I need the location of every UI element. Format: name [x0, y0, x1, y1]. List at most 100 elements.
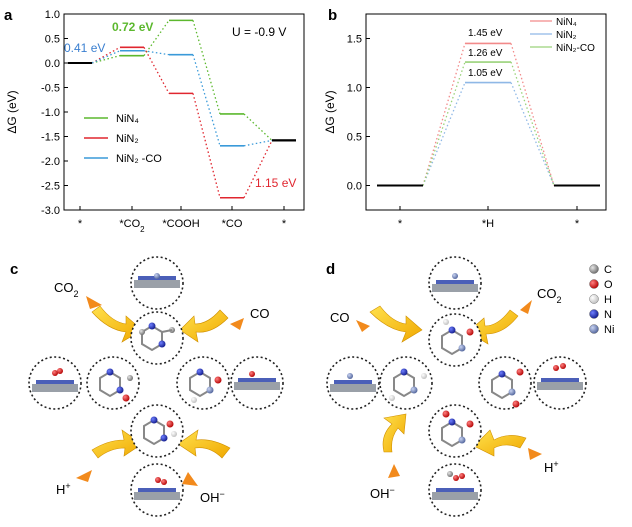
atom-label-h: H: [604, 294, 612, 306]
x-tick-label-co: *CO: [222, 218, 243, 230]
x-tick-label-star: *: [575, 218, 580, 230]
connector-nin2-co: [91, 50, 121, 64]
connector-nin2-co: [143, 50, 170, 56]
pointer-d-h-plus: [528, 448, 542, 460]
y-tick-label: 0.5: [45, 34, 60, 46]
atom-swatch-n: [589, 309, 599, 319]
y-tick-label: -1.0: [41, 107, 60, 119]
y-tick-label: -2.5: [41, 181, 60, 193]
structure-d-top-2: [428, 313, 482, 367]
atom-swatch-h: [589, 294, 599, 304]
connector-nin4: [143, 19, 170, 57]
structure-d-right: [478, 356, 532, 410]
y-tick-label: 1.0: [45, 9, 60, 21]
y-tick-label: -3.0: [41, 205, 60, 217]
pointer-d-co2: [520, 300, 532, 314]
panel-b-legend: NiN₄ NiN₂ NiN₂-CO: [530, 17, 595, 54]
connector-nin4: [422, 43, 466, 186]
y-tick-label: -1.5: [41, 132, 60, 144]
panel-b-frame: [365, 13, 607, 211]
x-tick-label-star: *: [78, 218, 83, 230]
panel-d: d CO2 CO H+ OH−: [326, 256, 587, 517]
atom-label-c: C: [604, 264, 612, 276]
structure-d-left-2: [379, 356, 433, 410]
pointer-d-co: [356, 320, 370, 332]
barrier-label-nin4: 0.72 eV: [112, 20, 153, 34]
structure-d-bottom: [428, 404, 482, 458]
panel-b-y-ticks: 1.5 1.0 0.5 0.0: [347, 34, 370, 193]
connector-nin2: [243, 140, 273, 199]
species-oh-minus-label: OH−: [200, 489, 225, 505]
x-tick-label-star: *: [398, 218, 403, 230]
connector-nin2: [143, 47, 170, 94]
structure-c-top-2: [130, 311, 184, 365]
panel-a-plot-area: [68, 19, 296, 199]
barrier-label-b-nin4: 1.45 eV: [468, 28, 503, 39]
connector-nin2: [422, 82, 466, 186]
structure-c-right-2: [230, 356, 284, 410]
structure-c-bottom-2: [130, 463, 184, 517]
arrow-d-hydrogenation: [473, 429, 527, 457]
connector-nin2-co: [422, 61, 466, 186]
species-co2-label: CO2: [54, 280, 79, 299]
y-tick-label: 1.0: [347, 83, 362, 95]
pointer-h-plus: [76, 470, 92, 482]
panel-a-y-axis-label: ΔG (eV): [5, 90, 19, 133]
connector-nin2: [510, 82, 555, 186]
arrow-d-oh-release: [382, 413, 407, 453]
connector-nin2-co: [510, 61, 555, 186]
species-co-label: CO: [250, 306, 270, 321]
structure-c-bottom: [130, 404, 184, 458]
panel-c: c CO2 CO H+ OH−: [10, 256, 284, 517]
species-d-oh-minus-label: OH−: [370, 485, 395, 501]
barrier-label-nin2: 1.15 eV: [255, 176, 296, 190]
connector-nin4: [243, 113, 273, 141]
connector-nin4: [91, 55, 121, 64]
structure-d-right-2: [533, 356, 587, 410]
atom-label-n: N: [604, 309, 612, 321]
panel-b: b 1.5 1.0 0.5 0.0 * *H * ΔG (eV) NiN₄ NiN₂ Ni…: [323, 7, 607, 230]
pointer-co: [230, 318, 244, 330]
panel-c-label: c: [10, 261, 18, 278]
panel-a-x-ticks: * *CO2 *COOH *CO *: [78, 206, 287, 234]
x-tick-label-cooh: *COOH: [162, 218, 199, 230]
species-d-h-plus-label: H+: [544, 459, 559, 475]
pointer-oh-minus: [182, 472, 198, 486]
arrow-oh-release: [177, 429, 231, 459]
panel-a-y-ticks: 1.0 0.5 0.0 -0.5 -1.0 -1.5 -2.0 -2.5 -3.0: [41, 9, 68, 217]
structure-d-left: [326, 356, 380, 410]
arrow-co-desorption: [179, 309, 229, 343]
panel-b-label: b: [328, 7, 337, 24]
arrow-hydrogenation: [91, 429, 143, 459]
panel-a-potential-annotation: U = -0.9 V: [232, 25, 286, 39]
x-tick-label-star: *: [282, 218, 287, 230]
panel-b-y-axis-label: ΔG (eV): [323, 90, 337, 133]
y-tick-label: -2.0: [41, 156, 60, 168]
species-h-plus-label: H+: [56, 481, 71, 497]
y-tick-label: 0.0: [347, 181, 362, 193]
connector-nin2-co: [243, 139, 273, 147]
panel-d-label: d: [326, 261, 335, 278]
panel-a: a 1.0 0.5 0.0 -0.5 -1.0 -1.5 -2.0 -2.5 -3.0 * *CO…: [4, 7, 305, 234]
pointer-co2: [86, 296, 102, 309]
barrier-label-b-nin2-co: 1.26 eV: [468, 48, 503, 59]
structure-c-left: [28, 356, 82, 410]
barrier-label-nin2-co: 0.41 eV: [64, 41, 105, 55]
x-tick-label-h: *H: [482, 218, 494, 230]
y-tick-label: 0.5: [347, 132, 362, 144]
panel-b-x-ticks: * *H *: [398, 206, 580, 230]
legend-label-b-nin4: NiN₄: [556, 17, 577, 28]
y-tick-label: 1.5: [347, 34, 362, 46]
legend-label-b-nin2-co: NiN₂-CO: [556, 43, 595, 54]
panel-a-legend: NiN₄ NiN₂ NiN₂ -CO: [84, 113, 162, 165]
species-d-co-label: CO: [330, 310, 350, 325]
y-tick-label: 0.0: [45, 58, 60, 70]
arrow-co2-adsorption: [91, 305, 143, 343]
structure-c-right: [176, 356, 230, 410]
legend-label-b-nin2: NiN₂: [556, 30, 577, 41]
pointer-d-oh-minus: [388, 464, 400, 478]
panel-b-plot-area: [377, 42, 600, 187]
